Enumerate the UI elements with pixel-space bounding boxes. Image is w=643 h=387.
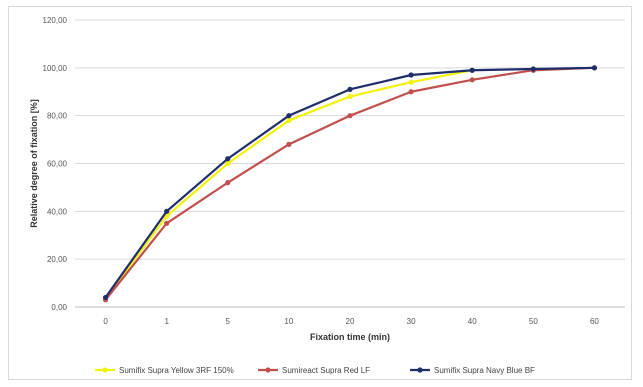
tick-labels: 0,00 20,00 40,00 60,00 80,00 100,00 120,00 0 1 5 1… <box>43 16 600 326</box>
data-point <box>225 160 231 167</box>
data-point <box>469 77 475 83</box>
x-tick-label: 20 <box>346 317 355 326</box>
series-line <box>104 66 596 301</box>
series-2 <box>102 65 598 303</box>
data-point <box>347 113 353 119</box>
series-line <box>104 69 474 300</box>
series-3 <box>102 65 598 301</box>
data-point <box>408 89 414 95</box>
x-tick-label: 60 <box>590 317 599 326</box>
x-tick-label: 10 <box>284 317 293 326</box>
data-point <box>164 208 170 214</box>
series-lines <box>102 65 598 303</box>
legend-swatch-marker <box>265 367 271 373</box>
y-tick-label: 120,00 <box>43 16 68 25</box>
y-axis-title: Relative degree of fixation [%] <box>29 99 39 228</box>
y-tick-label: 100,00 <box>43 64 68 73</box>
data-point <box>591 65 598 71</box>
legend-item: Sumifix Supra Navy Blue BF <box>410 366 535 375</box>
data-point <box>286 141 292 147</box>
data-point <box>408 79 414 85</box>
x-tick-label: 1 <box>164 317 169 326</box>
data-point <box>347 93 353 100</box>
data-point <box>286 117 292 124</box>
legend: Sumifix Supra Yellow 3RF 150% Sumireact S… <box>95 366 535 375</box>
y-tick-label: 80,00 <box>47 112 68 121</box>
x-tick-label: 50 <box>529 317 538 326</box>
x-tick-label: 40 <box>468 317 477 326</box>
data-point <box>530 66 536 72</box>
data-point <box>347 86 353 92</box>
y-tick-label: 60,00 <box>47 160 68 169</box>
y-tick-label: 20,00 <box>47 255 68 264</box>
data-point <box>469 67 475 73</box>
x-axis-title: Fixation time (min) <box>310 332 390 342</box>
data-point <box>164 220 170 226</box>
legend-label: Sumireact Supra Red LF <box>282 366 370 375</box>
legend-swatch-marker <box>417 367 423 373</box>
series-line <box>104 66 596 299</box>
legend-item: Sumireact Supra Red LF <box>258 366 370 375</box>
legend-item: Sumifix Supra Yellow 3RF 150% <box>95 366 234 375</box>
legend-swatch-marker <box>102 367 108 373</box>
x-tick-label: 5 <box>226 317 231 326</box>
data-point <box>408 72 414 78</box>
x-tick-label: 0 <box>103 317 108 326</box>
data-point <box>286 113 292 119</box>
data-point <box>225 180 231 186</box>
y-tick-label: 40,00 <box>47 207 68 216</box>
y-tick-label: 0,00 <box>51 303 67 312</box>
series-1 <box>102 67 475 302</box>
legend-label: Sumifix Supra Yellow 3RF 150% <box>119 366 234 375</box>
data-point <box>225 156 231 162</box>
legend-label: Sumifix Supra Navy Blue BF <box>434 366 535 375</box>
x-tick-label: 30 <box>407 317 416 326</box>
data-point <box>102 294 109 301</box>
